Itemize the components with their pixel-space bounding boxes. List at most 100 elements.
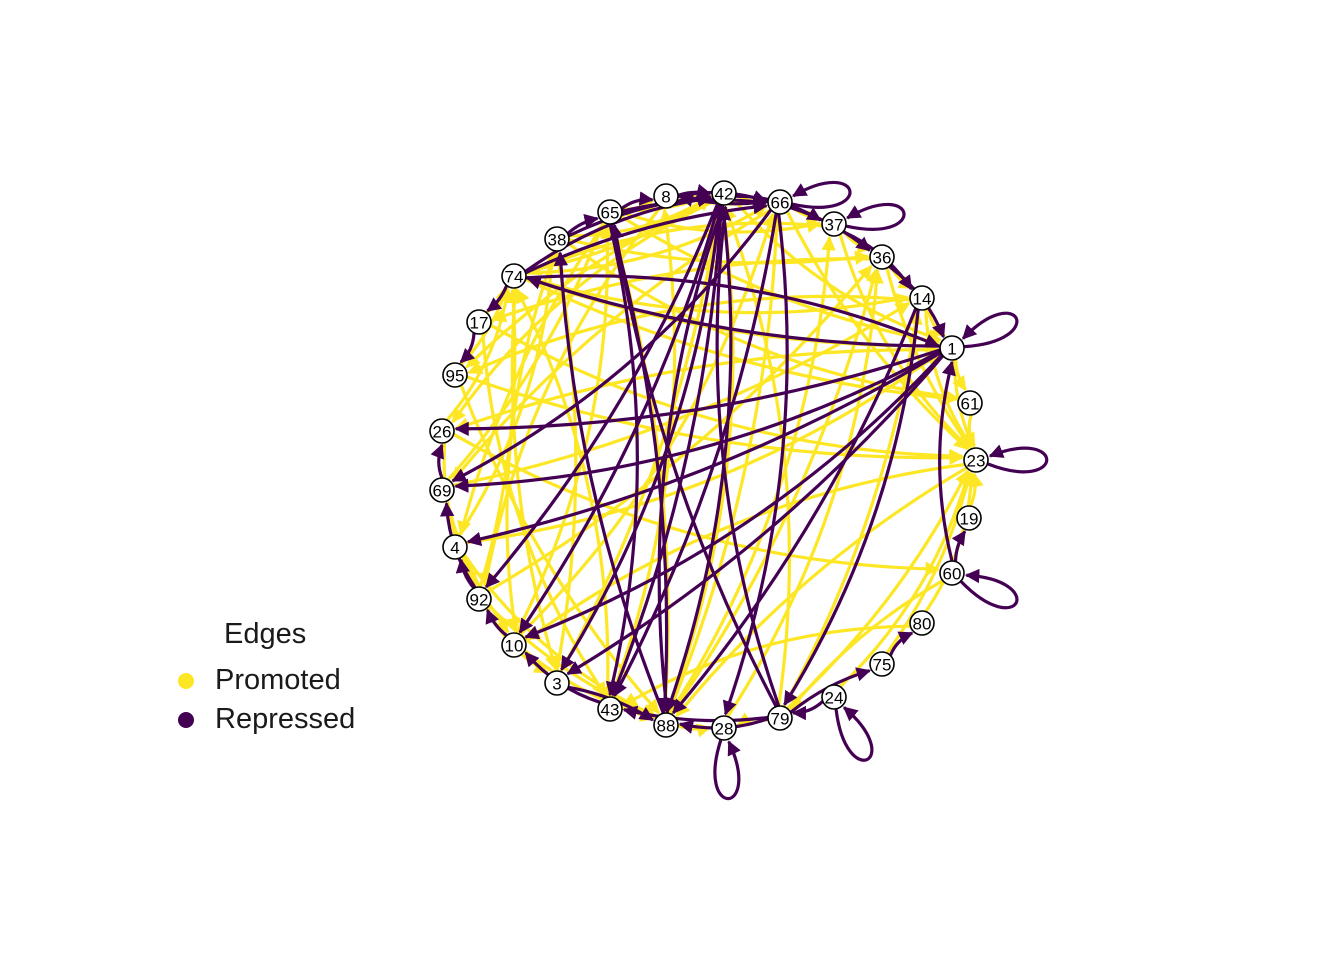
node-28: 28 [711,715,737,741]
node-circle [821,684,847,710]
node-19: 19 [956,505,982,531]
repressed-edge-38-65 [566,213,599,235]
node-26: 26 [429,418,455,444]
node-circle [767,189,793,215]
node-label: 3 [552,675,561,694]
repressed-edge-1-4 [466,351,942,546]
legend-dot-repressed [178,711,194,728]
node-14: 14 [909,285,935,311]
node-10: 10 [501,632,527,658]
repressed-edge-88-42 [657,205,726,714]
node-circle [821,211,847,237]
node-circle [711,715,737,741]
promoted-edge-65-4 [457,221,607,536]
node-label: 24 [825,689,844,708]
promoted-edge-60-79 [789,579,944,711]
promoted-edge-4-88 [462,553,657,718]
promoted-edge-10-65 [515,224,615,635]
node-circle [909,610,935,636]
node-circle [767,705,793,731]
repressed-edge-69-26 [430,443,444,479]
node-label: 19 [960,510,979,529]
self-loop-66 [791,180,852,209]
node-label: 8 [661,188,670,207]
repressed-edge-14-88 [671,307,918,715]
node-label: 66 [771,194,790,213]
node-circle [501,632,527,658]
self-loop-37 [845,202,906,231]
node-label: 37 [825,216,844,235]
legend: Edges Promoted Repressed [172,618,355,739]
node-circle [939,335,965,361]
node-8: 8 [653,183,679,209]
promoted-edge-8-92 [480,205,663,588]
promoted-edge-19-23 [968,472,984,507]
node-circle [544,670,570,696]
legend-label-repressed: Repressed [215,703,356,735]
node-circle [544,226,570,252]
promoted-edge-74-61 [524,277,958,406]
repressed-edge-79-42 [715,205,781,707]
node-label: 88 [657,717,676,736]
legend-title: Edges [224,618,307,650]
node-label: 61 [961,395,980,414]
node-66: 66 [767,189,793,215]
node-95: 95 [442,362,468,388]
promoted-edge-80-43 [622,624,911,707]
node-23: 23 [963,447,989,473]
node-circle [466,586,492,612]
node-label: 74 [505,268,524,287]
node-37: 37 [821,211,847,237]
promoted-edge-92-36 [487,264,873,593]
node-label: 65 [601,204,620,223]
repressed-edge-14-79 [783,309,920,706]
node-circle [956,505,982,531]
promoted-edge-36-17 [491,257,871,323]
node-43: 43 [597,696,623,722]
self-loop-24 [834,706,874,762]
node-88: 88 [653,712,679,738]
repressed-edge-88-38 [553,251,665,714]
node-69: 69 [429,477,455,503]
legend-label-promoted: Promoted [215,664,341,696]
node-60: 60 [939,560,965,586]
self-loop-60 [960,568,1019,610]
repressed-edge-24-79 [791,700,824,721]
node-label: 26 [433,423,452,442]
promoted-edge-28-36 [726,268,884,718]
repressed-edge-65-43 [605,223,639,697]
repressed-edge-1-3 [566,354,945,676]
node-circle [466,309,492,335]
repressed-edge-1-74 [526,275,941,348]
repressed-edge-1-69 [454,349,942,493]
node-36: 36 [869,244,895,270]
repressed-edge-65-8 [620,191,654,210]
repressed-edge-74-17 [486,284,509,313]
promoted-edge-23-88 [675,466,968,718]
repressed-edge-17-95 [459,332,476,364]
node-label: 10 [505,637,524,656]
node-38: 38 [544,226,570,252]
node-circle [429,477,455,503]
node-circle [429,418,455,444]
node-circle [501,263,527,289]
promoted-edge-24-23 [839,470,973,688]
nodes: 42 66 37 36 14 1 61 23 19 60 80 75 24 79 28 88 43 3 10 92 4 6… [429,180,989,741]
node-label: 43 [601,701,620,720]
legend-item-repressed: Repressed [172,700,355,739]
node-label: 28 [715,720,734,739]
node-61: 61 [957,390,983,416]
node-65: 65 [597,199,623,225]
repressed-edge-79-65 [609,223,778,708]
repressed-edge-60-1 [938,360,956,562]
node-label: 92 [470,591,489,610]
self-loop-23 [987,444,1049,474]
node-74: 74 [501,263,527,289]
promoted-edge-66-23 [785,210,969,451]
node-label: 38 [548,231,567,250]
node-80: 80 [909,610,935,636]
repressed-edge-42-92 [484,202,720,589]
self-loop-1 [961,311,1019,349]
self-loop-28 [713,739,741,801]
